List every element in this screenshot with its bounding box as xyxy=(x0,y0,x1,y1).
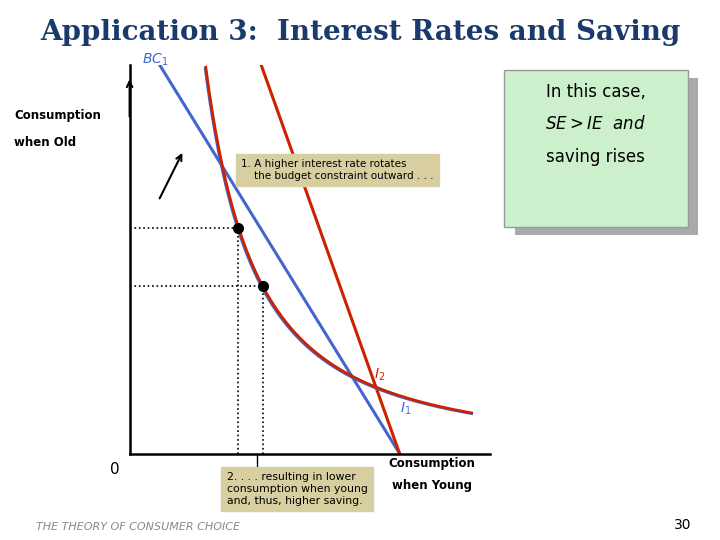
Text: Consumption: Consumption xyxy=(14,109,102,122)
Text: 30: 30 xyxy=(674,518,691,532)
Text: $SE > IE$  and: $SE > IE$ and xyxy=(545,115,646,133)
Text: Application 3:  Interest Rates and Saving: Application 3: Interest Rates and Saving xyxy=(40,19,680,46)
Text: 1. A higher interest rate rotates
    the budget constraint outward . . .: 1. A higher interest rate rotates the bu… xyxy=(241,159,433,180)
Text: In this case,: In this case, xyxy=(546,83,645,101)
Text: THE THEORY OF CONSUMER CHOICE: THE THEORY OF CONSUMER CHOICE xyxy=(36,522,240,532)
Text: saving rises: saving rises xyxy=(546,147,645,166)
Text: $I_1$: $I_1$ xyxy=(400,400,411,416)
Text: $BC_1$: $BC_1$ xyxy=(142,52,168,68)
Text: when Young: when Young xyxy=(392,478,472,492)
Text: when Old: when Old xyxy=(14,136,76,149)
Text: $I_2$: $I_2$ xyxy=(374,367,386,383)
Text: Consumption: Consumption xyxy=(389,457,475,470)
Text: 2. . . . resulting in lower
consumption when young
and, thus, higher saving.: 2. . . . resulting in lower consumption … xyxy=(227,472,368,505)
Text: 0: 0 xyxy=(110,462,120,477)
